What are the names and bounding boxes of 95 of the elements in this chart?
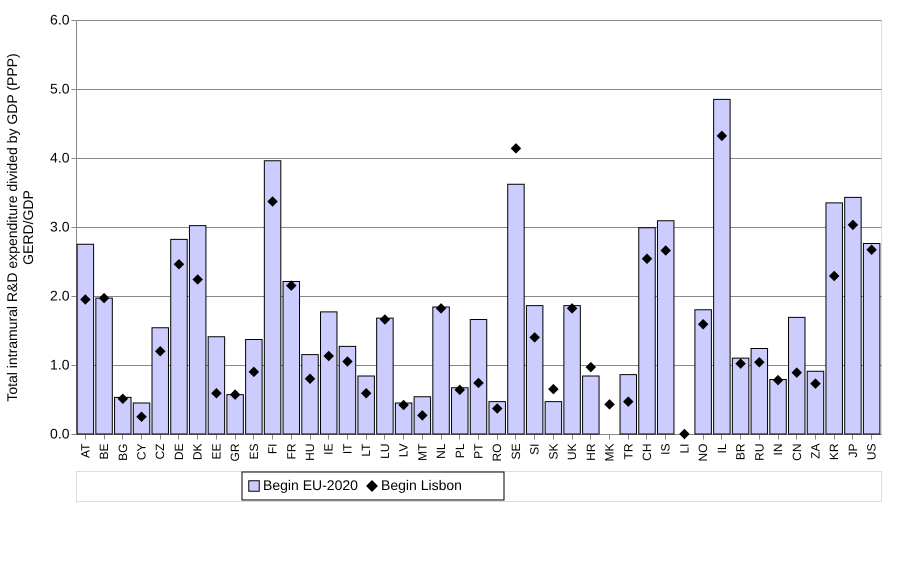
text: GERD/GDP xyxy=(20,190,36,265)
point xyxy=(754,356,765,368)
x-tick-label: HR xyxy=(584,443,598,461)
x-tick-label: ES xyxy=(246,444,261,460)
point xyxy=(604,399,615,410)
x-tick-label: FR xyxy=(284,443,298,460)
point xyxy=(398,400,409,410)
point xyxy=(623,396,634,407)
x-tick-label: LU xyxy=(378,444,392,459)
x-tick-label: LI xyxy=(677,444,692,454)
x-tick-label: SI xyxy=(528,444,542,455)
text: Total intramural R&D expenditure divided by GDP (PPP) xyxy=(4,53,20,402)
point xyxy=(286,280,297,291)
x-tick-label: SE xyxy=(508,444,523,460)
x-tick-label: TR xyxy=(621,443,636,460)
y-tick-label: 4.0 xyxy=(50,150,70,166)
legend-label: Begin Lisbon xyxy=(381,477,462,493)
x-tick-label: CH xyxy=(640,444,654,461)
point xyxy=(586,362,596,372)
point xyxy=(380,314,390,325)
y-tick-label: 0.0 xyxy=(50,426,70,442)
x-tick-label: KR xyxy=(827,443,842,460)
point xyxy=(342,356,353,367)
x-tick-label: CN xyxy=(790,444,804,461)
x-tick-label: NL xyxy=(434,443,448,459)
x-tick-label: GR xyxy=(228,443,242,462)
point xyxy=(679,428,690,440)
point xyxy=(436,303,446,314)
point xyxy=(510,143,522,154)
point xyxy=(698,319,708,330)
point xyxy=(155,346,166,356)
point xyxy=(174,259,184,270)
y-tick-label: 6.0 xyxy=(50,12,70,28)
point xyxy=(642,253,652,264)
point xyxy=(360,388,372,399)
x-tick-label: DE xyxy=(172,444,186,460)
point xyxy=(248,366,260,378)
x-tick-label: BE xyxy=(97,444,112,460)
x-tick-label: UK xyxy=(565,444,580,460)
x-tick-label: ZA xyxy=(808,444,822,459)
x-tick-label: LT xyxy=(359,442,374,457)
point xyxy=(548,384,559,394)
x-tick-label: MT xyxy=(415,442,430,461)
y-tick-label: 5.0 xyxy=(50,80,70,96)
point xyxy=(118,394,128,404)
x-tick-label: IT xyxy=(340,442,354,454)
x-tick-label: HU xyxy=(303,444,318,461)
point xyxy=(304,374,316,384)
x-tick-label: MK xyxy=(602,444,617,462)
point xyxy=(716,130,728,142)
y-tick-label: 3.0 xyxy=(50,218,70,234)
x-tick-label: LV xyxy=(396,444,411,458)
point xyxy=(323,350,334,362)
x-tick-label: JP xyxy=(846,444,860,458)
x-tick-label: IE xyxy=(322,444,336,455)
x-tick-label: BG xyxy=(116,444,130,461)
point xyxy=(80,294,91,305)
x-tick-label: SK xyxy=(546,444,560,460)
point xyxy=(492,403,502,414)
point xyxy=(828,270,840,282)
x-tick-label: IL xyxy=(714,443,729,454)
x-tick-label: BR xyxy=(734,443,748,460)
point xyxy=(529,332,540,343)
x-tick-label: AT xyxy=(78,442,92,458)
x-tick-label: CY xyxy=(134,444,149,460)
point xyxy=(848,220,858,230)
point xyxy=(98,292,110,304)
x-tick-label: RO xyxy=(490,444,504,462)
point xyxy=(660,245,671,256)
x-tick-label: IS xyxy=(658,444,673,455)
x-tick-label: NO xyxy=(696,444,710,462)
x-tick-label: FI xyxy=(266,444,280,454)
point xyxy=(810,378,821,389)
y-tick-label: 2.0 xyxy=(50,288,70,304)
point xyxy=(735,358,746,369)
x-tick-label: EE xyxy=(209,444,224,460)
point xyxy=(230,389,240,400)
point xyxy=(454,384,466,396)
point xyxy=(211,388,222,399)
point xyxy=(473,378,484,388)
point xyxy=(192,274,203,285)
point xyxy=(566,303,578,314)
y-tick-label: 1.0 xyxy=(50,356,70,372)
x-tick-label: US xyxy=(864,444,879,460)
point xyxy=(792,367,802,378)
x-tick-label: CZ xyxy=(153,444,168,460)
x-tick-label: PL xyxy=(452,443,467,458)
x-tick-label: IN xyxy=(771,444,786,456)
point xyxy=(267,196,278,207)
x-tick-label: DK xyxy=(190,444,205,460)
point xyxy=(866,244,877,256)
x-tick-label: PT xyxy=(472,442,486,459)
point xyxy=(772,374,784,386)
x-tick-label: RU xyxy=(752,444,766,461)
legend-label: Begin EU-2020 xyxy=(263,477,358,493)
